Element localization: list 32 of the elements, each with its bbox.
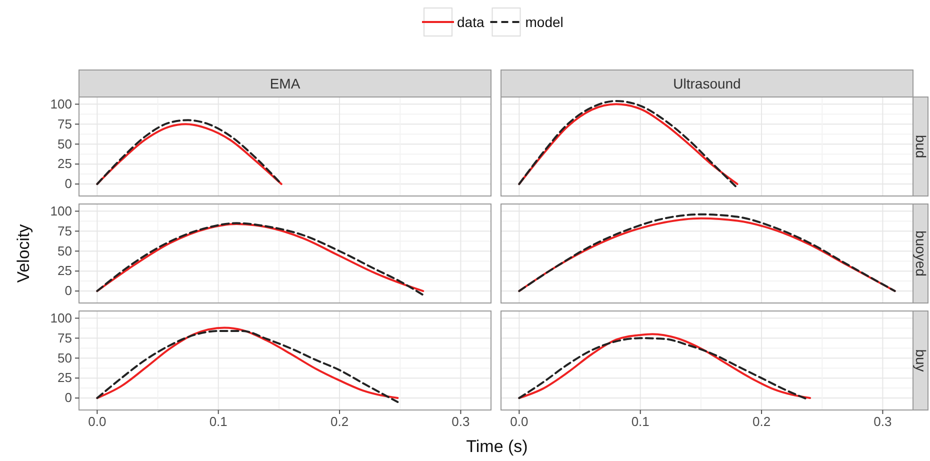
x-tick-label: 0.3	[874, 414, 892, 430]
x-tick-label: 0.0	[88, 414, 106, 430]
y-tick-label: 25	[58, 156, 72, 172]
legend-label: data	[457, 14, 484, 30]
y-axis-title: Velocity	[14, 224, 33, 283]
y-tick-label: 75	[58, 223, 72, 238]
y-tick-label: 0	[64, 176, 72, 192]
x-tick-label: 0.2	[330, 414, 349, 430]
y-tick-label: 0	[64, 283, 72, 298]
y-tick-label: 50	[58, 136, 72, 152]
x-tick-label: 0.1	[209, 414, 228, 430]
y-tick-label: 100	[50, 96, 72, 112]
chart-title: EMA	[270, 76, 301, 92]
text: buy	[913, 349, 929, 372]
legend-label: model	[525, 14, 564, 30]
y-tick-label: 25	[58, 370, 72, 386]
y-tick-label: 0	[64, 390, 72, 406]
x-tick-label: 0.3	[452, 414, 470, 430]
y-tick-label: 100	[50, 203, 72, 218]
x-tick-label: 0.2	[752, 414, 771, 430]
y-tick-label: 50	[58, 243, 72, 258]
y-tick-label: 25	[58, 263, 72, 278]
text: buoyed	[913, 230, 929, 276]
y-tick-label: 100	[50, 310, 72, 326]
x-tick-label: 0.1	[631, 414, 650, 430]
text: bud	[913, 134, 929, 158]
y-tick-label: 75	[58, 116, 72, 132]
x-axis-title: Time (s)	[466, 437, 528, 456]
y-tick-label: 75	[58, 330, 72, 346]
chart-title: Ultrasound	[673, 76, 741, 92]
x-tick-label: 0.0	[510, 414, 528, 430]
y-tick-label: 50	[58, 350, 72, 366]
